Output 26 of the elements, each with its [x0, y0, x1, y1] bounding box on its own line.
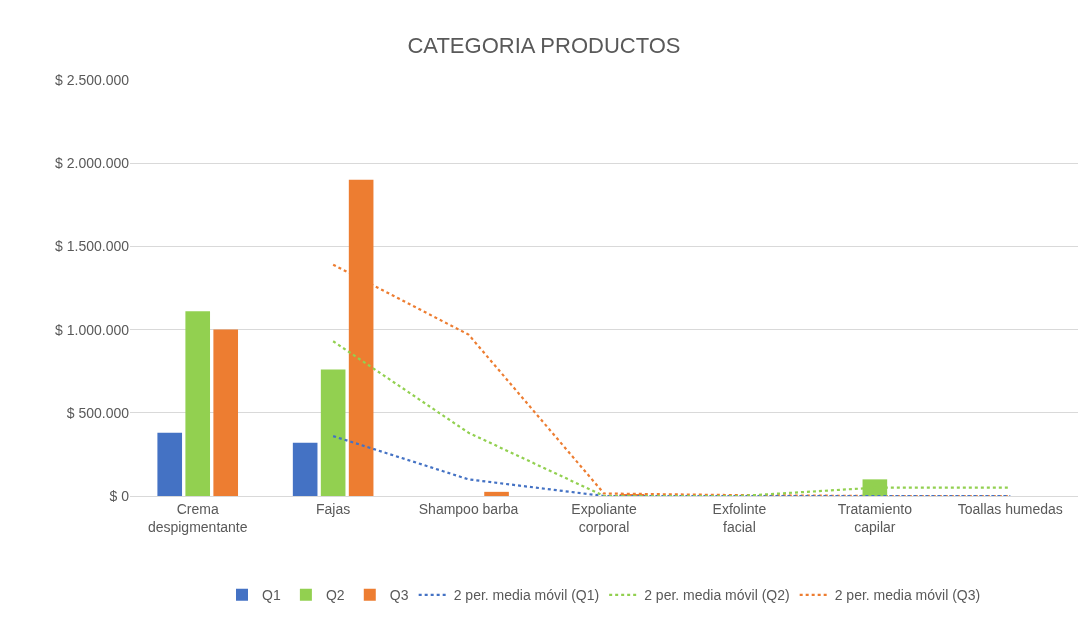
bar — [213, 329, 239, 496]
legend-label: Q1 — [262, 587, 281, 604]
bar — [292, 442, 318, 496]
x-tick-label: Toallas humedas — [957, 500, 1063, 517]
y-tick-label: $ 1.000.000 — [55, 321, 130, 338]
x-tick-label: Fajas — [316, 500, 351, 517]
legend-label: 2 per. media móvil (Q2) — [644, 587, 790, 604]
y-tick-label: $ 1.500.000 — [55, 238, 130, 255]
chart-title: CATEGORIA PRODUCTOS — [407, 32, 681, 58]
y-tick-label: $ 2.000.000 — [55, 155, 130, 172]
y-tick-label: $ 0 — [109, 487, 130, 504]
x-tick-label: Expoliante corporal — [571, 500, 637, 535]
legend-label: 2 per. media móvil (Q3) — [834, 587, 981, 604]
y-tick-label: $ 2.500.000 — [55, 71, 130, 88]
legend-label: Q2 — [325, 587, 345, 604]
y-tick-label: $ 500.000 — [66, 404, 130, 421]
bar — [320, 369, 346, 496]
x-tick-label: Exfolinte facial — [712, 500, 767, 535]
x-tick-label: Crema despigmentante — [147, 500, 248, 535]
x-tick-label: Tratamiento capilar — [837, 500, 913, 535]
bar — [157, 432, 183, 496]
x-tick-label: Shampoo barba — [418, 500, 519, 517]
legend-label: Q3 — [389, 587, 409, 604]
bar — [185, 311, 211, 496]
bar — [484, 491, 509, 496]
legend-label: 2 per. media móvil (Q1) — [453, 587, 600, 604]
